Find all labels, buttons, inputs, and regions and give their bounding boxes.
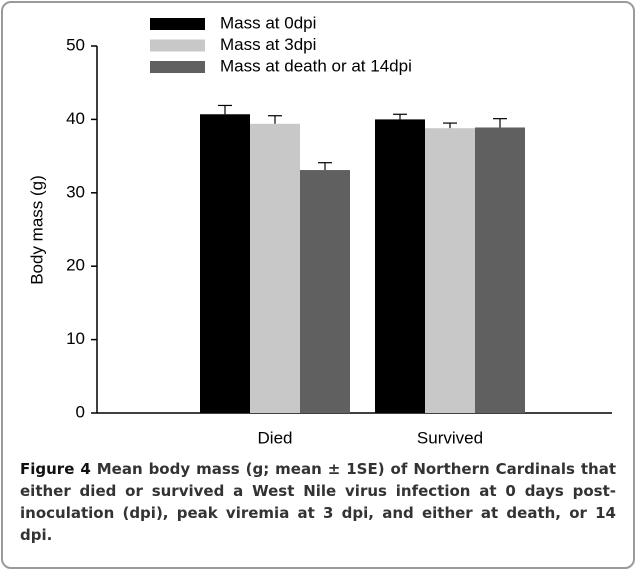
bar	[200, 114, 250, 414]
legend-swatch	[150, 61, 205, 73]
legend-swatch	[150, 39, 205, 52]
bar	[250, 123, 300, 413]
y-axis-label: Body mass (g)	[27, 175, 46, 285]
caption-text: Mean body mass (g; mean ± 1SE) of Northe…	[20, 460, 616, 544]
bar	[475, 127, 525, 413]
bar	[425, 128, 475, 413]
y-tick-label: 0	[76, 402, 85, 421]
legend-swatch	[150, 18, 205, 30]
legend-label: Mass at 3dpi	[220, 35, 316, 54]
bar	[300, 170, 350, 413]
y-tick-label: 20	[66, 256, 85, 275]
x-tick-label: Died	[258, 428, 293, 447]
y-tick-label: 40	[66, 109, 85, 128]
caption: Figure 4 Mean body mass (g; mean ± 1SE) …	[20, 458, 616, 546]
x-tick-label: Survived	[417, 428, 483, 447]
legend-label: Mass at death or at 14dpi	[220, 56, 412, 75]
y-tick-label: 10	[66, 329, 85, 348]
chart: Body mass (g) 0 10 20 30 40 50 Died Survived Mas…	[27, 13, 612, 447]
bar	[375, 119, 425, 414]
y-tick-label: 50	[66, 35, 85, 54]
y-tick-label: 30	[66, 182, 85, 201]
caption-label: Figure 4	[20, 460, 91, 478]
legend-label: Mass at 0dpi	[220, 13, 316, 32]
